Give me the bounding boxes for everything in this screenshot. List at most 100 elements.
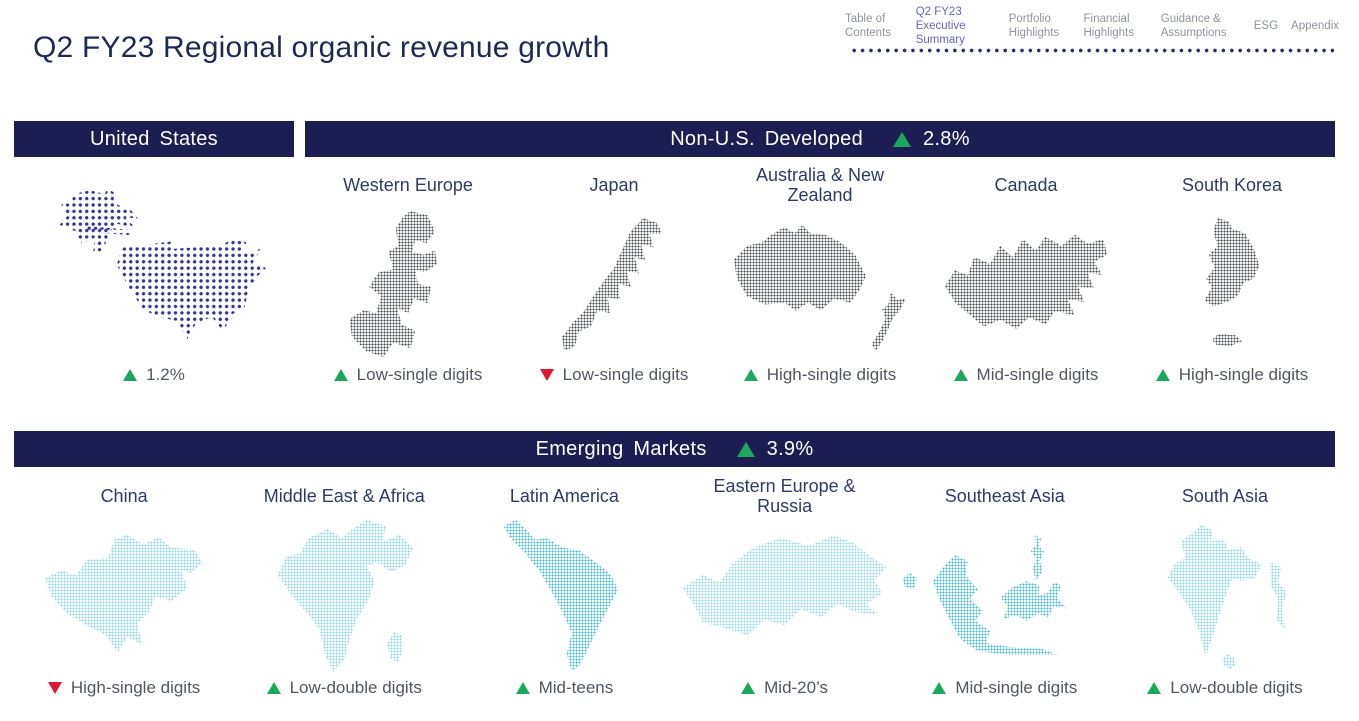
nav-item-financial-highlights[interactable]: Financial Highlights	[1083, 12, 1147, 40]
nav-item-appendix[interactable]: Appendix	[1291, 19, 1339, 33]
region-growth: Low-double digits	[1147, 676, 1303, 700]
up-triangle-icon	[743, 369, 758, 381]
page-title: Q2 FY23 Regional organic revenue growth	[33, 31, 610, 64]
up-triangle-icon	[736, 441, 755, 457]
kor-map	[1190, 218, 1274, 350]
map-dots-shape	[682, 535, 887, 636]
map-dots-shape	[945, 234, 1107, 329]
up-triangle-icon	[515, 682, 530, 694]
up-triangle-icon	[1155, 369, 1170, 381]
map-dots-shape	[45, 534, 204, 653]
nav-item-portfolio-highlights[interactable]: Portfolio Highlights	[1009, 12, 1071, 40]
region-growth: Mid-20’s	[741, 676, 828, 700]
region-column: South Korea High-single digits	[1129, 163, 1335, 395]
mea-map	[275, 520, 414, 672]
growth-text: Mid-teens	[538, 678, 614, 697]
nav-item-label: ESG	[1253, 20, 1279, 33]
united-states-column: 1.2%	[14, 163, 294, 387]
united-states-map	[28, 173, 280, 351]
top-navigation: Table of Contents Q2 FY23 Executive Summ…	[845, 5, 1339, 47]
canada-map	[945, 228, 1107, 340]
growth-text: Mid-single digits	[955, 678, 1078, 697]
up-triangle-icon	[266, 682, 281, 694]
sasia-map	[1161, 522, 1289, 670]
map-dots-shape	[734, 225, 866, 311]
region-map-area	[275, 518, 414, 674]
map-dots-shape	[1030, 535, 1044, 581]
region-growth: High-single digits	[47, 676, 201, 700]
growth-text: Low-single digits	[356, 365, 483, 384]
growth-text: High-single digits	[766, 365, 897, 384]
growth-text: Low-single digits	[562, 365, 689, 384]
region-map-area	[562, 207, 666, 361]
region-growth: Mid-teens	[515, 676, 614, 700]
region-growth: Low-single digits	[539, 363, 689, 387]
region-column: Southeast Asia Mid-single digits	[895, 474, 1115, 712]
map-dots-shape	[59, 189, 138, 253]
region-map-area	[347, 207, 469, 361]
nav-item-table-of-contents[interactable]: Table of Contents	[845, 12, 903, 40]
map-dots-shape	[1000, 581, 1067, 621]
up-triangle-icon	[741, 682, 756, 694]
growth-text: High-single digits	[70, 678, 201, 697]
region-column: Australia & New Zealand High-single digi…	[717, 163, 923, 395]
map-dots-shape	[1269, 562, 1287, 630]
emerging-markets-growth-value: 3.9%	[766, 437, 814, 460]
region-column: Canada Mid-single digits	[923, 163, 1129, 395]
united-states-header-bar: United States	[14, 121, 294, 157]
region-column: South Asia Low-double digits	[1115, 474, 1335, 712]
down-triangle-icon	[539, 369, 554, 381]
japan-map	[562, 218, 666, 350]
region-column: Middle East & Africa Low-double digits	[234, 474, 454, 712]
region-name: Middle East & Africa	[263, 485, 425, 506]
growth-text: High-single digits	[1178, 365, 1309, 384]
up-triangle-icon	[953, 369, 968, 381]
region-growth: Low-double digits	[266, 676, 422, 700]
growth-text: Mid-single digits	[976, 365, 1099, 384]
nav-item-label: Guidance & Assumptions	[1160, 13, 1227, 40]
nav-item-label: Q2 FY23 Executive Summary	[915, 6, 966, 47]
nav-item-label: Financial Highlights	[1083, 13, 1134, 40]
region-name: South Asia	[1181, 485, 1268, 506]
nav-dotted-divider	[848, 47, 1334, 54]
emerging-markets-header-label: Emerging Markets	[535, 437, 707, 460]
eer-map	[682, 530, 887, 662]
united-states-header-label: United States	[90, 127, 218, 150]
map-dots-shape	[902, 573, 917, 589]
up-triangle-icon	[932, 682, 947, 694]
map-dots-shape	[387, 632, 404, 662]
region-growth: High-single digits	[1155, 363, 1309, 387]
region-name: Canada	[994, 174, 1058, 195]
map-dots-shape	[1222, 654, 1236, 669]
non-us-developed-header-label: Non-U.S. Developed	[670, 127, 864, 150]
region-growth: Mid-single digits	[953, 363, 1099, 387]
region-map-area	[45, 518, 204, 674]
region-name: Japan	[589, 174, 639, 195]
up-triangle-icon	[1147, 682, 1162, 694]
china-map	[45, 532, 204, 660]
growth-text: 1.2%	[146, 365, 185, 384]
map-dots-shape	[1204, 218, 1260, 307]
down-triangle-icon	[47, 682, 62, 694]
region-column: Latin America Mid-teens	[454, 474, 674, 712]
latam-map	[503, 520, 625, 672]
region-map-area	[682, 518, 887, 674]
nav-item-q2-fy23-executive-summary[interactable]: Q2 FY23 Executive Summary	[916, 5, 996, 47]
map-dots-shape	[872, 293, 906, 351]
region-name: Western Europe	[343, 174, 473, 195]
emerging-markets-header-bar: Emerging Markets 3.9%	[14, 431, 1335, 467]
sea-map	[902, 535, 1107, 657]
region-growth: Low-single digits	[333, 363, 483, 387]
emerging-markets-columns: China High-single digits Middle East & A…	[14, 474, 1335, 712]
nav-item-guidance-assumptions[interactable]: Guidance & Assumptions	[1161, 12, 1241, 40]
region-column: Western Europe Low-single digits	[305, 163, 511, 395]
united-states-map-area	[28, 163, 280, 361]
nav-item-esg[interactable]: ESG	[1254, 19, 1278, 33]
region-map-area	[945, 207, 1107, 361]
region-column: China High-single digits	[14, 474, 234, 712]
region-growth: Mid-single digits	[932, 676, 1077, 700]
up-triangle-icon	[333, 369, 348, 381]
nav-item-label: Table of Contents	[845, 13, 892, 40]
region-name: Australia & New Zealand	[755, 164, 885, 205]
nav-item-label: Appendix	[1291, 20, 1340, 33]
